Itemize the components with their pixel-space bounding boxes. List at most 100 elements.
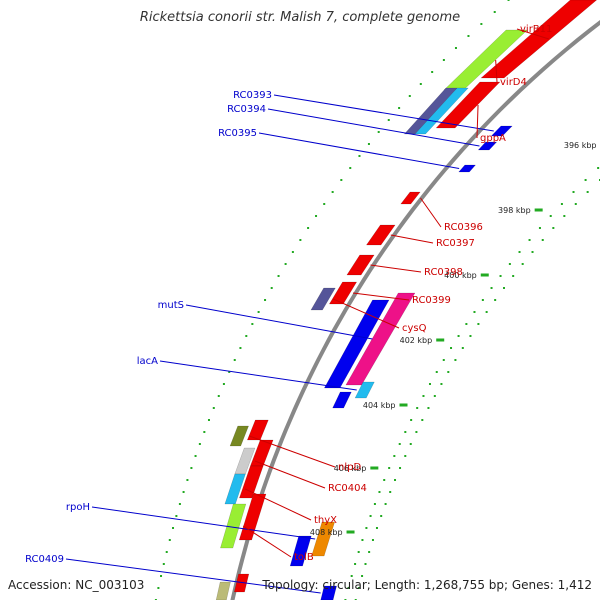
ring-dot (182, 491, 185, 493)
gene-label-RC0409[interactable]: RC0409 (25, 554, 64, 565)
ring-dot (394, 479, 397, 481)
gene-label-rpoH[interactable]: rpoH (66, 502, 90, 513)
gene-RC0398[interactable] (346, 254, 375, 276)
ring-dot (168, 539, 171, 541)
ring-dot (404, 431, 407, 433)
ring-dot (399, 467, 402, 469)
gene-mutS[interactable] (345, 292, 416, 386)
gene-features (215, 0, 598, 600)
gene-nlpD-red[interactable] (246, 419, 269, 441)
ring-dot (172, 527, 175, 529)
gene-label-RC0398[interactable]: RC0398 (424, 267, 463, 278)
gene-thyX[interactable] (224, 473, 246, 505)
gene-label-virD4[interactable]: virD4 (500, 77, 527, 88)
leader-line (244, 488, 312, 521)
ring-dot (347, 587, 350, 589)
ring-dot (435, 371, 438, 373)
gene-thyX-red[interactable] (239, 465, 264, 499)
ring-dot (572, 191, 575, 193)
ring-dot (477, 323, 480, 325)
ring-dot (349, 167, 352, 169)
ring-dot (357, 551, 360, 553)
gene-RC0410-khaki[interactable] (215, 581, 231, 600)
gene-RC0410-red[interactable] (233, 573, 250, 593)
ring-dot (354, 563, 357, 565)
ring-dot (499, 275, 502, 277)
gene-label-RC0404[interactable]: RC0404 (328, 483, 367, 494)
ring-dot (481, 299, 484, 301)
gene-cysQ[interactable] (310, 287, 336, 311)
gene-RC0397[interactable] (365, 224, 396, 246)
gene-nlpD[interactable] (229, 425, 249, 447)
ring-dot (323, 203, 326, 205)
gene-mutS-blue[interactable] (323, 299, 390, 389)
gene-label-mutS[interactable]: mutS (158, 300, 184, 311)
tick-label: 404 kbp (363, 401, 396, 410)
gene-label-RC0393[interactable]: RC0393 (233, 90, 272, 101)
gene-tolB[interactable] (220, 503, 247, 549)
ring-dot (433, 395, 436, 397)
ring-dot (409, 443, 412, 445)
gene-gppA[interactable] (435, 81, 501, 129)
gene-RC0396[interactable] (400, 191, 421, 205)
gene-rpoH-blue[interactable] (289, 535, 312, 567)
gene-label-cysQ[interactable]: cysQ (402, 323, 427, 334)
ring-dot (217, 395, 220, 397)
leader-line (249, 435, 336, 468)
ring-dot (331, 191, 334, 193)
gene-tolB-red[interactable] (238, 493, 267, 541)
gene-label-RC0397[interactable]: RC0397 (436, 238, 475, 249)
ring-dot (157, 587, 160, 589)
ring-dot (377, 131, 380, 133)
leader-line (516, 28, 550, 40)
ring-dot (454, 47, 457, 49)
gene-RC0394[interactable] (477, 141, 498, 151)
gene-rpoH[interactable] (311, 521, 336, 557)
ring-dot (467, 35, 470, 37)
ring-dot (490, 287, 493, 289)
gene-label-lacA[interactable]: lacA (137, 356, 158, 367)
ring-dot (203, 431, 206, 433)
gene-RC0393[interactable] (490, 125, 513, 137)
gene-lacA-blue[interactable] (332, 391, 352, 409)
ring-dot (228, 371, 231, 373)
gene-label-RC0395[interactable]: RC0395 (218, 128, 257, 139)
ring-dot (431, 71, 434, 73)
ring-dot (251, 323, 254, 325)
tick-label: 406 kbp (334, 464, 367, 473)
topology-text: Topology: circular; Length: 1,268,755 bp… (262, 578, 592, 592)
gene-virB11[interactable] (480, 0, 598, 79)
ring-dot (485, 311, 488, 313)
ring-dot (422, 395, 425, 397)
ring-dot (186, 479, 189, 481)
gene-label-virB11[interactable]: virB11 (520, 24, 552, 35)
gene-label-RC0394[interactable]: RC0394 (227, 104, 266, 115)
gene-label-nlpD[interactable]: nlpD (338, 462, 361, 473)
gene-virD4[interactable] (443, 29, 528, 91)
gene-RC0399[interactable] (328, 281, 358, 305)
ring-dot (457, 335, 460, 337)
ring-dot (373, 503, 376, 505)
gene-label-tolB[interactable]: tolB (294, 552, 314, 563)
ring-dot (518, 251, 521, 253)
gene-RC0409[interactable] (320, 585, 337, 600)
leader-line (91, 506, 316, 540)
gene-RC0395[interactable] (458, 164, 477, 173)
ring-dot (264, 299, 267, 301)
ring-dot (549, 215, 552, 217)
gene-lacA[interactable] (354, 381, 375, 399)
leader-line (370, 264, 422, 273)
gene-label-gppA[interactable]: gppA (480, 133, 506, 144)
ring-dot (194, 455, 197, 457)
leader-line (495, 59, 498, 83)
gene-label-RC0396[interactable]: RC0396 (444, 222, 483, 233)
ring-dot (367, 143, 370, 145)
gene-gppA-purple[interactable] (403, 87, 458, 135)
gene-label-thyX[interactable]: thyX (314, 515, 337, 526)
ring-dot (410, 419, 413, 421)
gene-label-RC0399[interactable]: RC0399 (412, 295, 451, 306)
ring-dot (538, 227, 541, 229)
